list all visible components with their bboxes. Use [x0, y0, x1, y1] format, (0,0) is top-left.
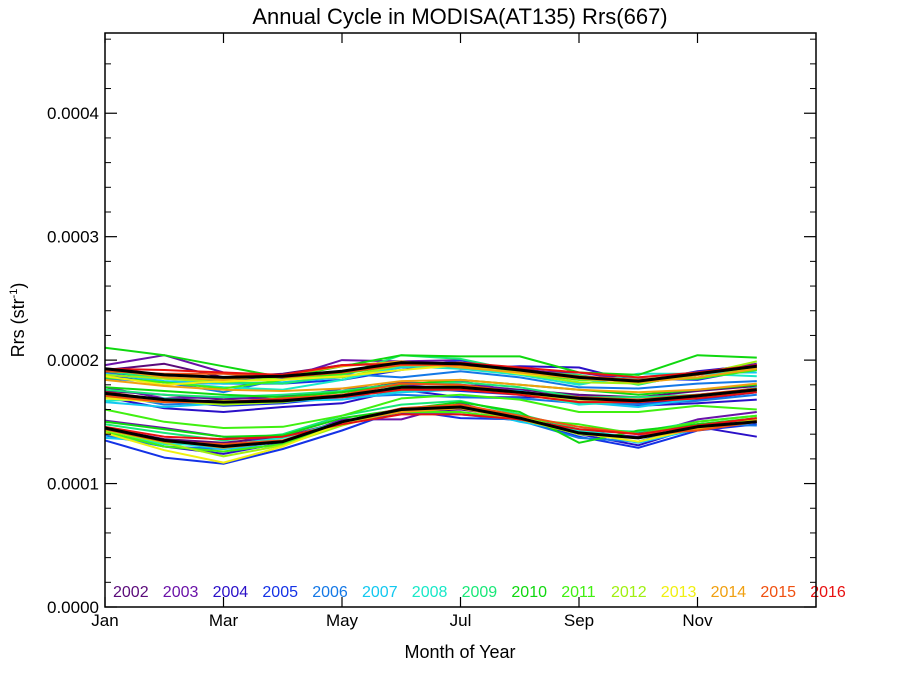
x-axis-label: Month of Year — [404, 642, 515, 662]
series-line-2010 — [104, 378, 757, 399]
y-tick-label: 0.0003 — [47, 228, 99, 247]
legend-item-2014: 2014 — [711, 584, 747, 601]
x-axis: Jan Mar May Jul Sep Nov — [91, 33, 713, 630]
series-line-2014 — [104, 378, 757, 394]
plot-frame — [104, 32, 817, 608]
y-tick-label: 0.0001 — [47, 475, 99, 494]
y-axis-label-main: Rrs (str — [8, 298, 28, 357]
y-axis-label-sup: -1 — [8, 289, 20, 299]
legend-item-2015: 2015 — [760, 584, 796, 601]
legend-item-2003: 2003 — [163, 584, 199, 601]
legend-item-2008: 2008 — [412, 584, 448, 601]
legend-item-2016: 2016 — [810, 584, 846, 601]
series-line-mean — [104, 385, 757, 404]
legend-item-2002: 2002 — [113, 584, 149, 601]
y-tick-label: 0.0002 — [47, 351, 99, 370]
y-axis-label: Rrs (str-1) — [8, 283, 28, 358]
series-line-2011 — [104, 393, 757, 429]
series-line-2010 — [104, 346, 757, 379]
legend: 2002 2003 2004 2005 2006 2007 2008 2009 2010 2011… — [113, 584, 846, 601]
legend-item-2009: 2009 — [462, 584, 498, 601]
legend-item-2005: 2005 — [262, 584, 298, 601]
y-tick-label: 0.0000 — [47, 598, 99, 617]
legend-item-2012: 2012 — [611, 584, 647, 601]
chart-title: Annual Cycle in MODISA(AT135) Rrs(667) — [252, 4, 667, 29]
y-tick-label: 0.0004 — [47, 104, 99, 123]
series-line-2016 — [104, 413, 757, 441]
series-line-2006 — [104, 370, 757, 394]
legend-item-2006: 2006 — [312, 584, 348, 601]
series-line-mean — [104, 405, 757, 448]
x-tick-label: Nov — [682, 611, 713, 630]
y-axis: 0.0000 0.0001 0.0002 0.0003 0.0004 — [47, 38, 816, 617]
legend-item-2011: 2011 — [561, 584, 596, 601]
series-line-mean — [104, 361, 757, 383]
legend-item-2013: 2013 — [661, 584, 697, 601]
legend-item-2007: 2007 — [362, 584, 398, 601]
series-layer — [104, 346, 758, 465]
x-tick-label: Sep — [564, 611, 594, 630]
x-tick-label: Jan — [91, 611, 118, 630]
x-tick-label: Jul — [450, 611, 472, 630]
y-axis-label-close: ) — [8, 283, 28, 289]
legend-item-2004: 2004 — [213, 584, 249, 601]
legend-item-2010: 2010 — [511, 584, 547, 601]
x-tick-label: May — [326, 611, 359, 630]
x-tick-label: Mar — [209, 611, 239, 630]
